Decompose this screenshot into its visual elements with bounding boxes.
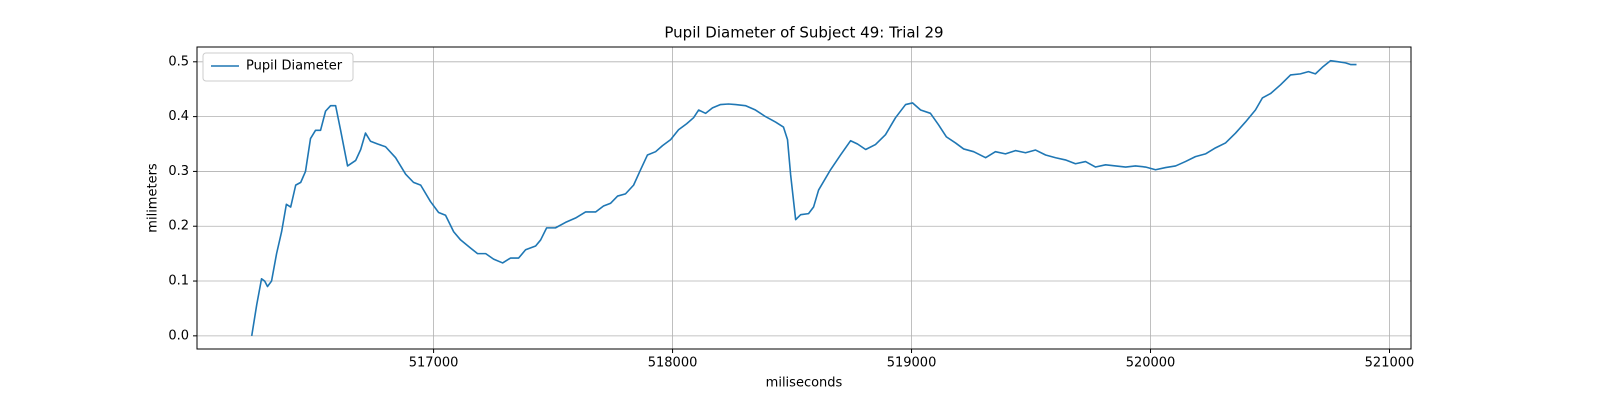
- y-tick-label: 0.5: [168, 54, 189, 69]
- legend-label: Pupil Diameter: [246, 59, 343, 74]
- x-tick-label: 521000: [1365, 356, 1415, 371]
- y-tick-label: 0.0: [168, 328, 189, 343]
- y-axis-label: milimeters: [146, 163, 161, 233]
- chart-title: Pupil Diameter of Subject 49: Trial 29: [664, 24, 943, 42]
- x-axis-label: miliseconds: [766, 376, 843, 391]
- x-tick-label: 517000: [409, 356, 459, 371]
- x-tick-label: 519000: [887, 356, 937, 371]
- data-line: [250, 59, 1357, 336]
- legend-box: [202, 52, 354, 82]
- y-tick-label: 0.1: [168, 274, 189, 289]
- y-tick-label: 0.3: [168, 164, 189, 179]
- y-tick-label: 0.4: [168, 109, 189, 124]
- x-tick-label: 520000: [1126, 356, 1176, 371]
- x-tick-label: 518000: [648, 356, 698, 371]
- plot-frame: [196, 46, 1412, 350]
- y-tick-label: 0.2: [168, 219, 189, 234]
